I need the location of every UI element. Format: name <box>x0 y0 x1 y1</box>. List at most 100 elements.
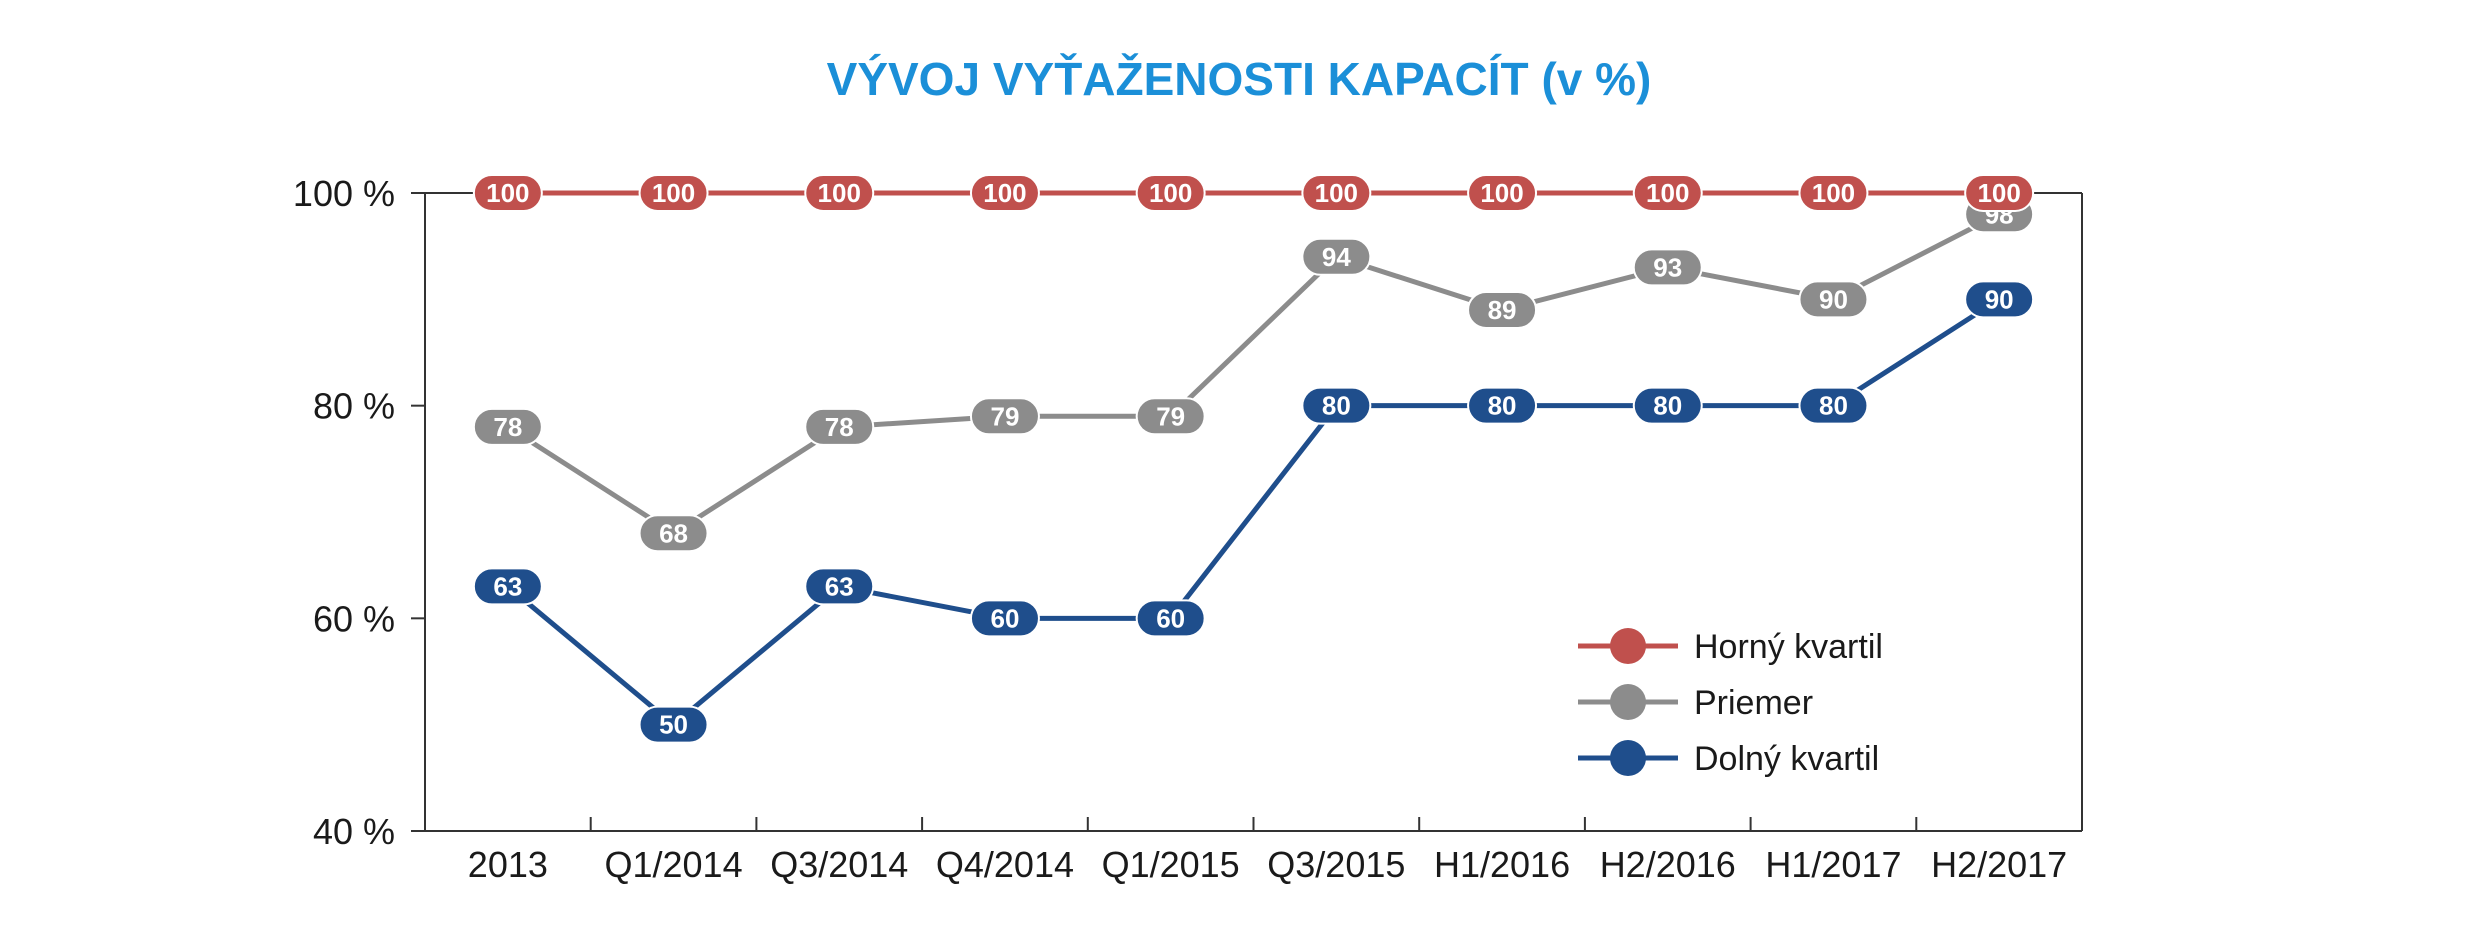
y-tick-label: 100 % <box>293 173 395 214</box>
legend-item-0: Horný kvartil <box>1578 628 1883 666</box>
legend: Horný kvartil Priemer Dolný kvartil <box>1578 628 1883 778</box>
data-label: 80 <box>1653 391 1682 421</box>
y-tick-label: 40 % <box>313 811 395 852</box>
data-label: 78 <box>825 412 854 442</box>
y-tick-label: 60 % <box>313 598 395 639</box>
data-point: 100 <box>472 174 543 212</box>
data-label: 63 <box>493 571 522 601</box>
data-point-marker <box>1632 174 1703 212</box>
y-tick-label: 80 % <box>313 386 395 427</box>
series-line <box>506 212 2001 536</box>
data-point-marker <box>1632 386 1703 425</box>
data-point-marker <box>969 599 1040 638</box>
data-label: 89 <box>1488 295 1517 325</box>
data-label: 90 <box>1985 284 2014 314</box>
data-point-marker <box>472 407 543 446</box>
data-label: 100 <box>1149 178 1192 208</box>
data-point-marker <box>1632 248 1703 287</box>
data-point-marker <box>1301 386 1372 425</box>
data-point: 100 <box>1301 174 1372 212</box>
data-label: 90 <box>1819 284 1848 314</box>
data-point: 94 <box>1301 237 1372 276</box>
data-point: 63 <box>472 567 543 606</box>
data-point-marker <box>1798 174 1869 212</box>
data-point-marker <box>1798 386 1869 425</box>
data-point: 80 <box>1798 386 1869 425</box>
data-point-marker <box>1301 174 1372 212</box>
x-tick-label: Q1/2014 <box>604 844 742 885</box>
data-point-marker <box>1467 174 1538 212</box>
data-point: 78 <box>472 407 543 446</box>
data-label: 63 <box>825 571 854 601</box>
data-point-marker <box>804 567 875 606</box>
x-tick-label: H2/2017 <box>1931 844 2067 885</box>
data-label: 60 <box>1156 603 1185 633</box>
legend-marker <box>1610 740 1646 776</box>
data-point: 90 <box>1964 280 2035 319</box>
data-point: 79 <box>969 397 1040 436</box>
data-point-marker <box>969 174 1040 212</box>
data-label: 100 <box>1480 178 1523 208</box>
data-point-marker <box>638 174 709 212</box>
data-point-marker <box>472 567 543 606</box>
data-point-marker <box>1964 280 2035 319</box>
data-point: 100 <box>804 174 875 212</box>
x-tick-label: Q3/2014 <box>770 844 908 885</box>
data-point: 50 <box>638 705 709 744</box>
data-label: 100 <box>486 178 529 208</box>
data-label: 79 <box>1156 401 1185 431</box>
series-0: 100 100 100 100 100 100 100 100 100 100 <box>472 174 2035 212</box>
x-tick-label: H1/2016 <box>1434 844 1570 885</box>
data-label: 79 <box>990 401 1019 431</box>
data-point-marker <box>1135 397 1206 436</box>
data-point: 89 <box>1467 290 1538 329</box>
data-label: 80 <box>1819 391 1848 421</box>
series-line <box>506 297 2001 728</box>
legend-label: Horný kvartil <box>1694 628 1883 666</box>
legend-label: Priemer <box>1694 684 1813 722</box>
data-point-marker <box>1467 386 1538 425</box>
data-label: 50 <box>659 710 688 740</box>
chart-title: VÝVOJ VYŤAŽENOSTI KAPACÍT (v %) <box>826 53 1652 105</box>
data-point-marker <box>804 407 875 446</box>
data-point-marker <box>804 174 875 212</box>
legend-marker <box>1610 628 1646 664</box>
data-label: 60 <box>990 603 1019 633</box>
data-label: 68 <box>659 518 688 548</box>
data-point: 78 <box>804 407 875 446</box>
data-point: 100 <box>1964 174 2035 212</box>
data-point: 68 <box>638 514 709 553</box>
data-point: 100 <box>969 174 1040 212</box>
data-point: 100 <box>1798 174 1869 212</box>
data-point-marker <box>638 705 709 744</box>
data-label: 94 <box>1322 242 1351 272</box>
data-point: 60 <box>1135 599 1206 638</box>
data-point: 63 <box>804 567 875 606</box>
data-label: 100 <box>1646 178 1689 208</box>
data-label: 80 <box>1322 391 1351 421</box>
data-label: 100 <box>1315 178 1358 208</box>
data-point: 79 <box>1135 397 1206 436</box>
legend-marker <box>1610 684 1646 720</box>
data-label: 80 <box>1488 391 1517 421</box>
x-tick-label: Q4/2014 <box>936 844 1074 885</box>
data-point-marker <box>638 514 709 553</box>
data-point: 100 <box>638 174 709 212</box>
data-label: 93 <box>1653 252 1682 282</box>
data-point-marker <box>1467 290 1538 329</box>
data-label: 100 <box>818 178 861 208</box>
series-2: 63 50 63 60 60 80 80 80 80 90 <box>472 280 2035 744</box>
data-label: 100 <box>652 178 695 208</box>
data-point: 100 <box>1632 174 1703 212</box>
data-point: 90 <box>1798 280 1869 319</box>
data-point-marker <box>1135 174 1206 212</box>
axes: 40 % 60 % 80 % 100 % 2013 Q1/2014 Q3/2014 Q4/20… <box>293 173 2083 885</box>
data-point-marker <box>969 397 1040 436</box>
legend-label: Dolný kvartil <box>1694 740 1879 778</box>
data-point-marker <box>1301 237 1372 276</box>
data-point-marker <box>1964 174 2035 212</box>
x-tick-label: Q1/2015 <box>1102 844 1240 885</box>
legend-item-2: Dolný kvartil <box>1578 740 1879 778</box>
